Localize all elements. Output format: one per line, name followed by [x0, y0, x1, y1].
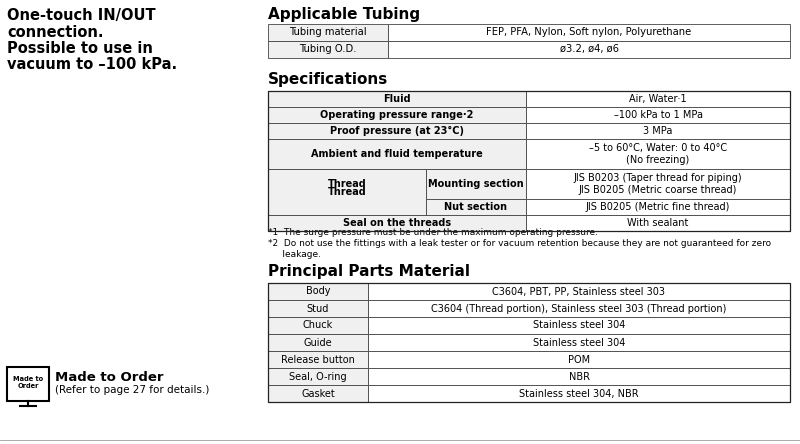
Bar — [368, 283, 790, 300]
Text: Gasket: Gasket — [301, 388, 335, 399]
Bar — [526, 199, 790, 215]
Bar — [526, 123, 790, 139]
Text: Specifications: Specifications — [268, 72, 388, 87]
Bar — [268, 317, 368, 334]
Bar — [268, 91, 526, 107]
Bar — [388, 24, 790, 41]
Text: Proof pressure (at 23°C): Proof pressure (at 23°C) — [330, 126, 464, 136]
Bar — [426, 169, 526, 199]
Text: Guide: Guide — [304, 337, 332, 348]
Text: Tubing O.D.: Tubing O.D. — [299, 44, 357, 55]
Text: NBR: NBR — [569, 372, 590, 381]
Bar — [268, 283, 790, 402]
Bar — [388, 41, 790, 58]
Text: (Refer to page 27 for details.): (Refer to page 27 for details.) — [55, 385, 210, 395]
Bar — [268, 107, 526, 123]
Text: *1  The surge pressure must be under the maximum operating pressure.: *1 The surge pressure must be under the … — [268, 228, 598, 237]
Text: Stainless steel 304: Stainless steel 304 — [533, 337, 625, 348]
Bar — [268, 91, 790, 231]
Text: Seal, O-ring: Seal, O-ring — [289, 372, 347, 381]
Text: –100 kPa to 1 MPa: –100 kPa to 1 MPa — [614, 110, 702, 120]
Bar — [268, 215, 526, 231]
Text: JIS B0205 (Metric fine thread): JIS B0205 (Metric fine thread) — [586, 202, 730, 212]
Bar — [268, 199, 426, 215]
Bar — [368, 334, 790, 351]
Text: connection.: connection. — [7, 25, 103, 40]
Bar — [526, 139, 790, 169]
Bar — [268, 24, 388, 41]
Bar — [526, 169, 790, 199]
Text: Made to Order: Made to Order — [55, 371, 163, 384]
Text: Tubing material: Tubing material — [289, 28, 367, 37]
Text: Seal on the threads: Seal on the threads — [343, 218, 451, 228]
Text: Air, Water·1: Air, Water·1 — [629, 94, 687, 104]
Bar — [268, 139, 526, 169]
Bar — [268, 351, 368, 368]
Text: ø3.2, ø4, ø6: ø3.2, ø4, ø6 — [559, 44, 618, 55]
Bar — [368, 368, 790, 385]
Bar — [268, 368, 368, 385]
Bar — [268, 283, 368, 300]
Text: Thread: Thread — [328, 179, 366, 189]
Bar — [368, 351, 790, 368]
Text: Body: Body — [306, 286, 330, 297]
Text: vacuum to –100 kPa.: vacuum to –100 kPa. — [7, 57, 177, 72]
Text: Fluid: Fluid — [383, 94, 411, 104]
Text: Possible to use in: Possible to use in — [7, 41, 153, 56]
Text: Nut section: Nut section — [445, 202, 507, 212]
Text: C3604 (Thread portion), Stainless steel 303 (Thread portion): C3604 (Thread portion), Stainless steel … — [431, 304, 726, 313]
Text: One-touch IN/OUT: One-touch IN/OUT — [7, 8, 156, 23]
Bar — [526, 215, 790, 231]
Text: JIS B0203 (Taper thread for piping)
JIS B0205 (Metric coarse thread): JIS B0203 (Taper thread for piping) JIS … — [574, 173, 742, 195]
Bar — [526, 91, 790, 107]
Text: Made to
Order: Made to Order — [13, 376, 43, 388]
Bar — [7, 367, 49, 401]
Text: Stainless steel 304: Stainless steel 304 — [533, 321, 625, 330]
Text: Mounting section: Mounting section — [428, 179, 524, 189]
Text: C3604, PBT, PP, Stainless steel 303: C3604, PBT, PP, Stainless steel 303 — [493, 286, 666, 297]
Text: Operating pressure range·2: Operating pressure range·2 — [320, 110, 474, 120]
Bar — [526, 107, 790, 123]
Text: Release button: Release button — [281, 354, 355, 365]
Text: Stainless steel 304, NBR: Stainless steel 304, NBR — [519, 388, 639, 399]
Bar — [268, 334, 368, 351]
Text: Principal Parts Material: Principal Parts Material — [268, 264, 470, 279]
Bar — [268, 41, 388, 58]
Bar — [268, 385, 368, 402]
Text: Chuck: Chuck — [303, 321, 333, 330]
Text: –5 to 60°C, Water: 0 to 40°C
(No freezing): –5 to 60°C, Water: 0 to 40°C (No freezin… — [589, 143, 727, 165]
Text: FEP, PFA, Nylon, Soft nylon, Polyurethane: FEP, PFA, Nylon, Soft nylon, Polyurethan… — [486, 28, 692, 37]
Bar — [368, 300, 790, 317]
Text: Applicable Tubing: Applicable Tubing — [268, 7, 420, 22]
Text: 3 MPa: 3 MPa — [643, 126, 673, 136]
Bar — [268, 123, 526, 139]
Text: Thread: Thread — [328, 187, 366, 197]
Text: With sealant: With sealant — [627, 218, 689, 228]
Text: Ambient and fluid temperature: Ambient and fluid temperature — [311, 149, 483, 159]
Bar — [268, 300, 368, 317]
Bar — [368, 385, 790, 402]
Text: leakage.: leakage. — [268, 250, 321, 259]
Text: *2  Do not use the fittings with a leak tester or for vacuum retention because t: *2 Do not use the fittings with a leak t… — [268, 239, 771, 248]
Text: POM: POM — [568, 354, 590, 365]
Bar — [426, 199, 526, 215]
Text: Stud: Stud — [307, 304, 329, 313]
Bar — [368, 317, 790, 334]
Bar — [268, 169, 426, 215]
Bar — [268, 169, 426, 199]
